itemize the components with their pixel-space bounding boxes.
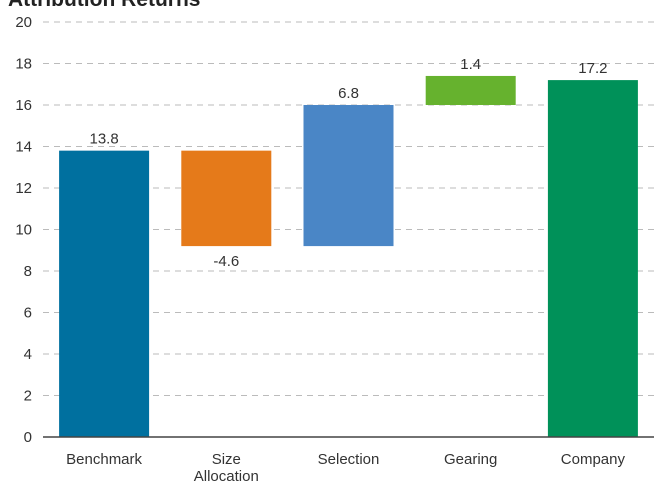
value-label: 6.8	[338, 85, 359, 102]
value-label: 1.4	[460, 56, 481, 73]
y-tick-label: 14	[15, 139, 32, 156]
bar	[303, 105, 394, 247]
y-tick-label: 20	[15, 14, 32, 31]
x-tick-label: Benchmark	[66, 451, 143, 468]
bar	[425, 75, 516, 105]
bar	[547, 80, 638, 437]
x-tick-label: Company	[560, 451, 625, 468]
y-tick-label: 10	[15, 222, 32, 239]
value-label: 17.2	[578, 60, 607, 77]
x-tick-label: Size Allocation	[193, 451, 259, 485]
chart-title: Attribution Returns	[8, 0, 200, 11]
x-tick-label-box: Gearing	[444, 451, 498, 468]
y-tick-label: 18	[15, 56, 32, 73]
x-tick-label: Selection	[317, 451, 380, 468]
bar	[181, 150, 272, 247]
y-tick-label: 6	[24, 305, 32, 322]
y-tick-label: 2	[24, 388, 32, 405]
x-tick-label-box: Company	[560, 451, 625, 468]
y-tick-label: 16	[15, 97, 32, 114]
y-tick-label: 4	[24, 346, 32, 363]
y-tick-label: 0	[24, 429, 32, 446]
value-label: -4.6	[213, 253, 239, 270]
x-tick-label-box: Benchmark	[66, 451, 143, 468]
x-tick-label-box: Size Allocation	[193, 451, 259, 485]
y-tick-label: 12	[15, 180, 32, 197]
x-tick-label-box: Selection	[317, 451, 380, 468]
x-tick-label: Gearing	[444, 451, 498, 468]
y-tick-label: 8	[24, 263, 32, 280]
value-label: 13.8	[89, 131, 118, 148]
bar	[59, 150, 150, 437]
